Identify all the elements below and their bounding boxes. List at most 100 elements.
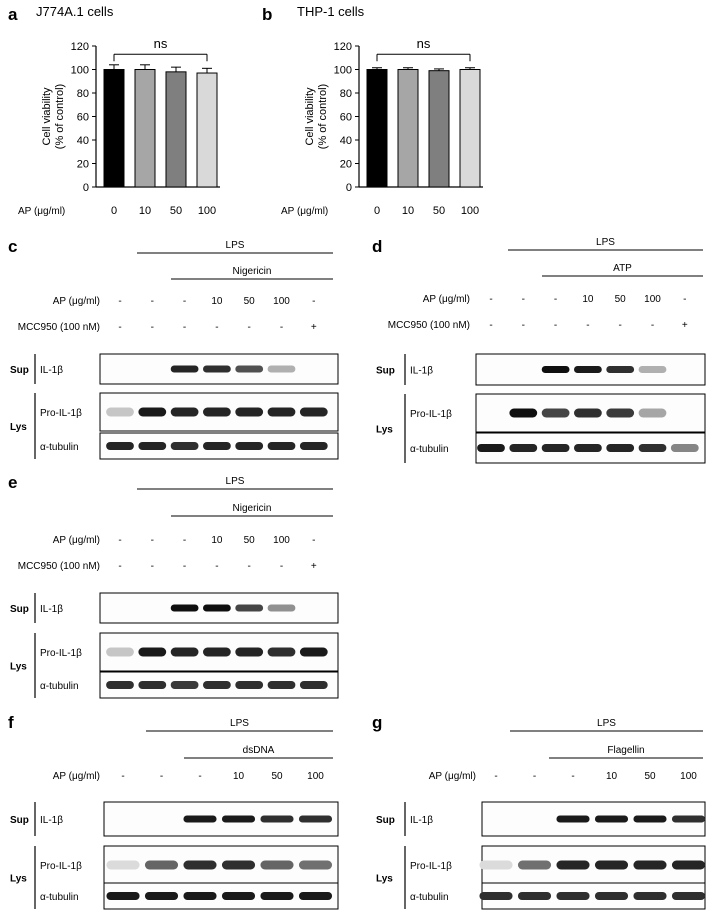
band xyxy=(170,442,199,450)
band xyxy=(509,444,538,452)
pro-il1b-strip xyxy=(479,845,706,885)
il1b-strip xyxy=(103,801,339,837)
pro-il1b-strip-frame xyxy=(103,845,339,885)
mcc950-lane-value: - xyxy=(118,561,121,572)
band xyxy=(556,815,590,823)
lys-label: Lys xyxy=(376,874,393,885)
panel-label-f: f xyxy=(8,713,14,732)
pro-il1b-strip-label: Pro-IL-1β xyxy=(40,408,82,419)
band xyxy=(556,892,590,900)
y-tick-label: 40 xyxy=(340,135,352,147)
tubulin-strip-label: α-tubulin xyxy=(410,892,449,903)
ap-lane-value: 100 xyxy=(644,294,661,305)
ap-lane-value: - xyxy=(533,771,536,782)
mcc950-lane-value: + xyxy=(311,561,317,572)
il1b-strip xyxy=(99,592,339,624)
band xyxy=(509,408,538,418)
band xyxy=(267,365,296,373)
mcc950-lane-value: - xyxy=(215,561,218,572)
il1b-strip-label: IL-1β xyxy=(410,366,433,377)
band xyxy=(479,892,513,900)
tubulin-strip xyxy=(475,432,706,464)
y-tick-label: 20 xyxy=(340,159,352,171)
mcc950-row-label: MCC950 (100 nM) xyxy=(388,320,470,331)
ap-lane-value: - xyxy=(118,296,121,307)
ap-lane-value: 10 xyxy=(211,535,223,546)
band xyxy=(541,444,570,452)
band xyxy=(633,892,667,900)
x-axis-title: AP (μg/ml) xyxy=(281,206,328,217)
ap-lane-value: 50 xyxy=(244,535,256,546)
tubulin-strip xyxy=(103,882,339,910)
il1b-strip-frame xyxy=(481,801,706,837)
bar xyxy=(397,69,419,188)
band xyxy=(556,860,590,870)
pro-il1b-strip xyxy=(99,632,339,672)
lys-label: Lys xyxy=(10,662,27,673)
band xyxy=(298,892,333,900)
band xyxy=(260,860,294,870)
mcc950-lane-value: - xyxy=(651,320,654,331)
band xyxy=(235,407,264,417)
mcc950-lane-value: - xyxy=(489,320,492,331)
x-tick-label: 0 xyxy=(111,205,117,217)
lys-label: Lys xyxy=(10,422,27,433)
x-tick-label: 50 xyxy=(170,205,182,217)
x-tick-label: 50 xyxy=(433,205,445,217)
ap-lane-value: 10 xyxy=(211,296,223,307)
ap-lane-value: 50 xyxy=(244,296,256,307)
ap-lane-value: - xyxy=(522,294,525,305)
lps-label: LPS xyxy=(226,476,245,487)
il1b-strip-label: IL-1β xyxy=(410,815,433,826)
y-tick-label: 20 xyxy=(77,159,89,171)
ap-lane-value: - xyxy=(312,535,315,546)
stimulus-label: Flagellin xyxy=(607,745,644,756)
ap-lane-value: - xyxy=(118,535,121,546)
ap-lane-value: 100 xyxy=(273,296,290,307)
band xyxy=(633,860,667,870)
band xyxy=(671,892,706,900)
mcc950-lane-value: - xyxy=(280,322,283,333)
lps-label: LPS xyxy=(596,237,615,248)
band xyxy=(106,442,134,450)
band xyxy=(203,442,231,450)
band xyxy=(638,366,667,373)
band xyxy=(144,860,179,870)
band xyxy=(298,860,333,870)
band xyxy=(138,442,167,450)
band xyxy=(574,408,602,418)
ap-lane-value: 100 xyxy=(680,771,697,782)
x-tick-label: 10 xyxy=(139,205,151,217)
mcc950-lane-value: - xyxy=(118,322,121,333)
ap-lane-value: - xyxy=(683,294,686,305)
y-tick-label: 100 xyxy=(71,65,89,77)
mcc950-lane-value: - xyxy=(522,320,525,331)
ap-lane-value: - xyxy=(571,771,574,782)
ap-lane-value: 50 xyxy=(271,771,283,782)
ap-lane-value: 100 xyxy=(273,535,290,546)
band xyxy=(594,892,629,900)
ap-row-label: AP (μg/ml) xyxy=(53,535,100,546)
band xyxy=(479,860,513,870)
mcc950-lane-value: + xyxy=(311,322,317,333)
y-tick-label: 80 xyxy=(77,88,89,100)
pro-il1b-strip xyxy=(475,393,706,433)
mcc950-lane-value: - xyxy=(151,322,154,333)
y-tick-label: 120 xyxy=(71,41,89,53)
pro-il1b-strip xyxy=(103,845,339,885)
band xyxy=(235,365,264,373)
band xyxy=(203,407,231,417)
lps-label: LPS xyxy=(597,718,616,729)
band xyxy=(235,681,264,689)
mcc950-lane-value: - xyxy=(183,322,186,333)
band xyxy=(170,407,199,417)
band xyxy=(594,860,629,870)
ap-lane-value: - xyxy=(554,294,557,305)
band xyxy=(594,815,629,823)
sup-label: Sup xyxy=(10,604,29,615)
x-tick-label: 100 xyxy=(461,205,479,217)
bar xyxy=(196,72,218,188)
y-tick-label: 60 xyxy=(340,112,352,124)
band xyxy=(517,892,552,900)
